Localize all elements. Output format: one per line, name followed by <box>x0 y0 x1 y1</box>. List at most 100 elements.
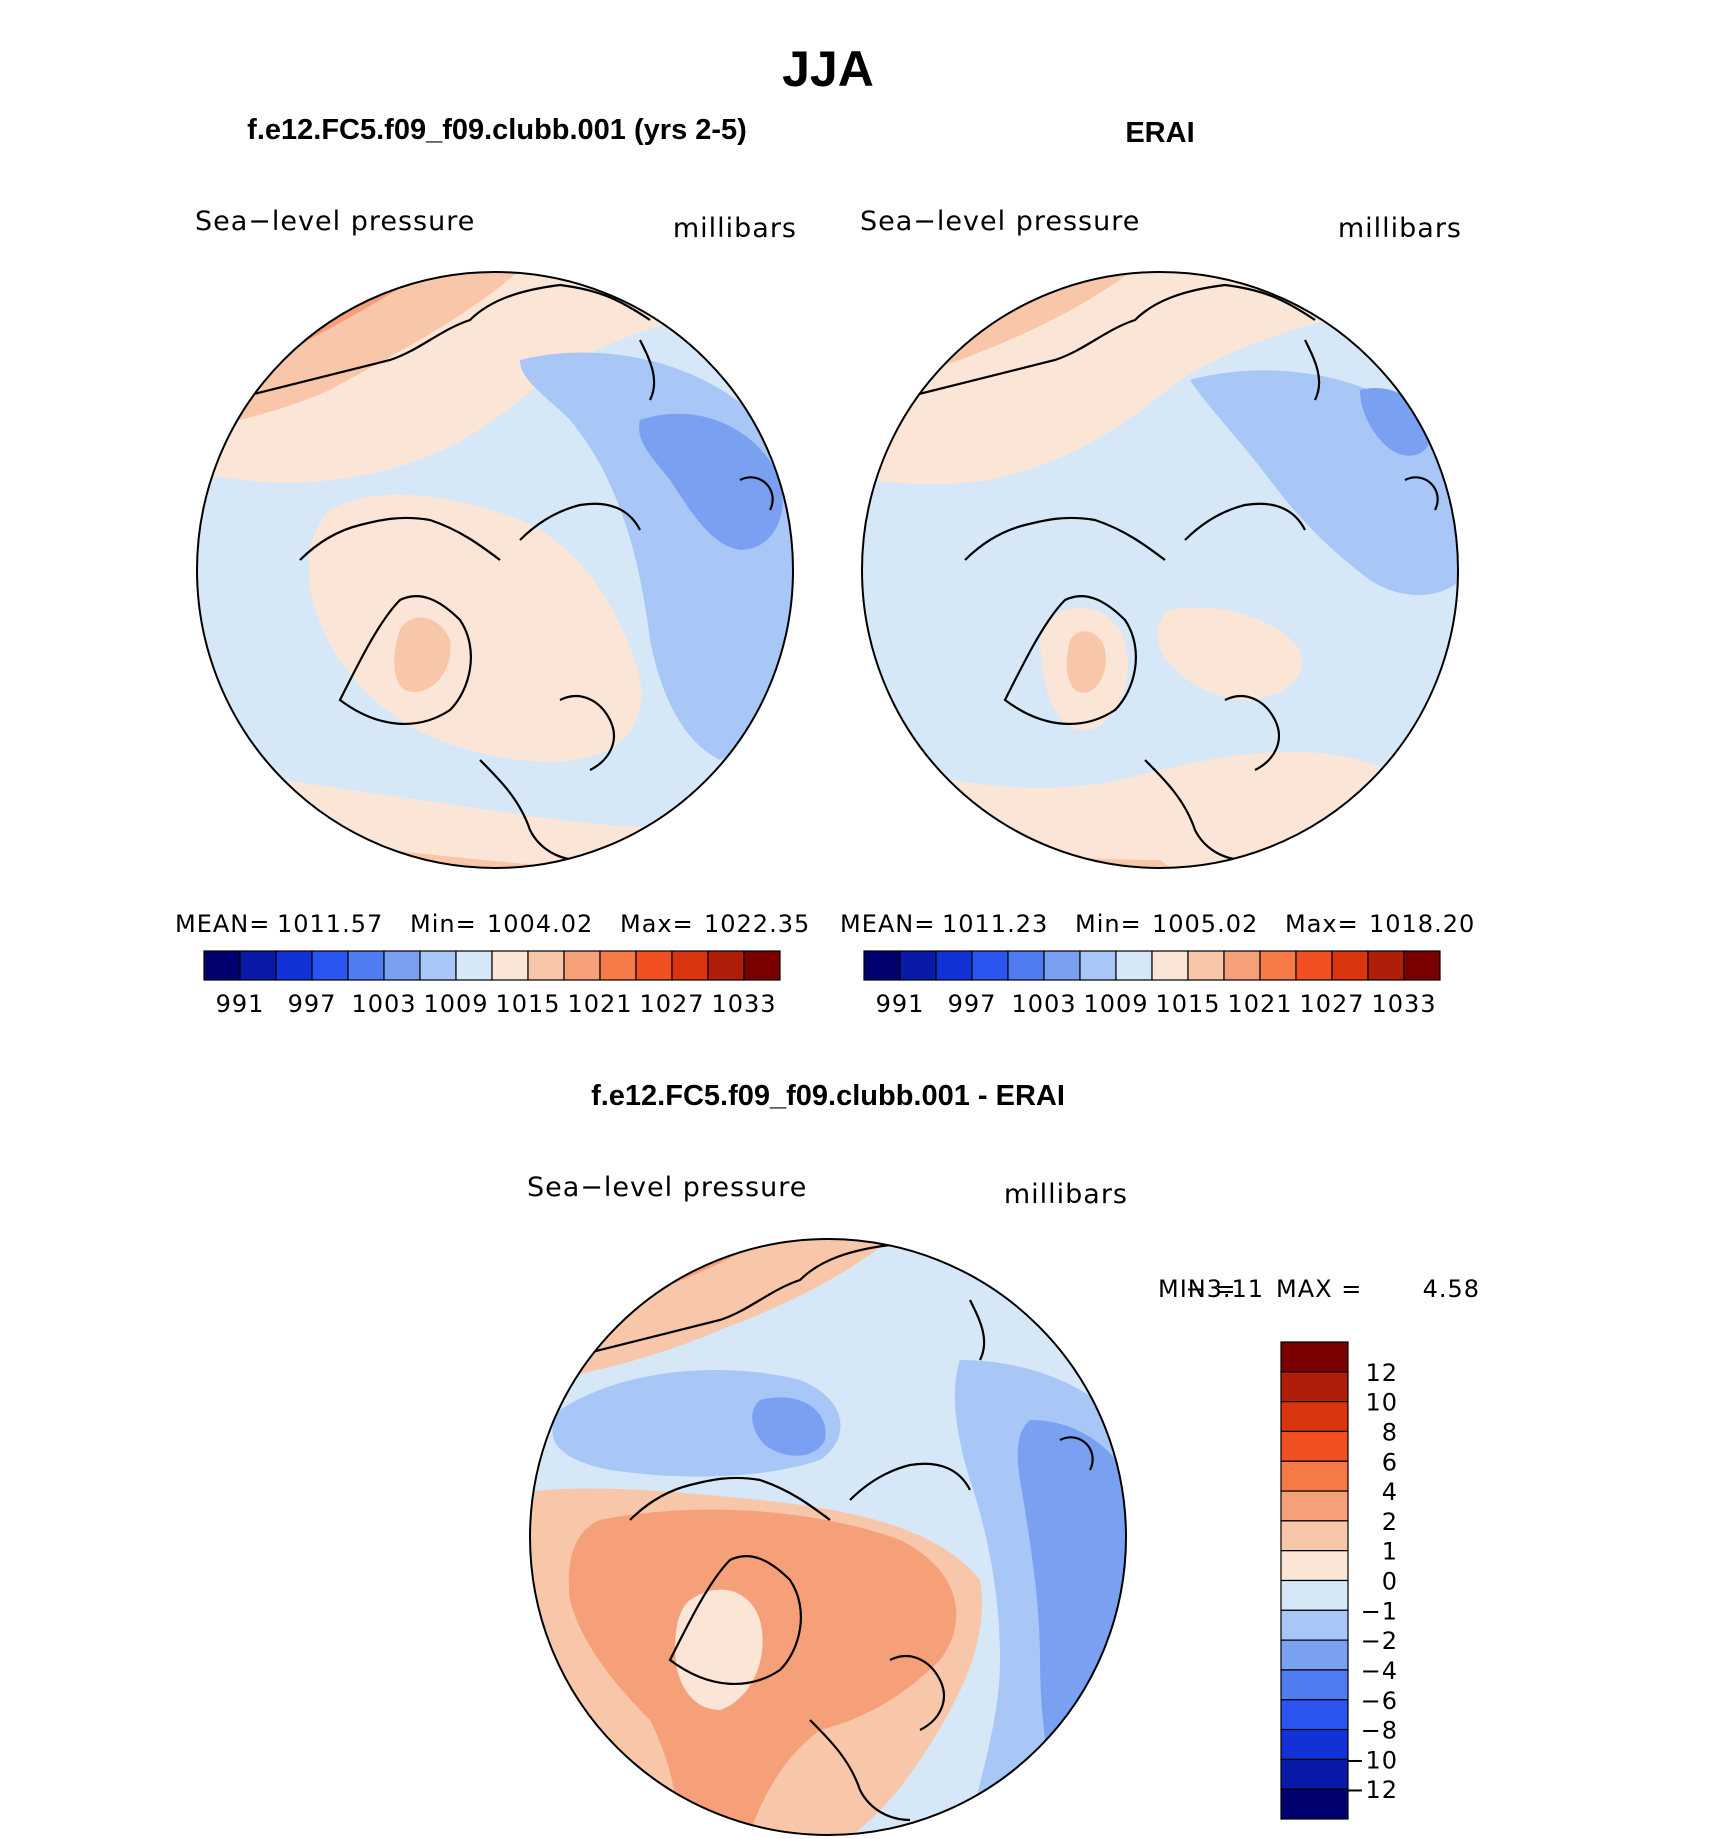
stat-min-value: 1005.02 <box>1152 910 1258 938</box>
panel-model: f.e12.FC5.f09_f09.clubb.001 (yrs 2-5) Se… <box>175 114 810 1018</box>
field-negative-pole <box>552 1370 841 1477</box>
colorbar-swatch <box>1280 1460 1349 1492</box>
colorbar-tick-label: −8 <box>1361 1717 1398 1745</box>
stat-max-label: Max= <box>620 910 694 938</box>
colorbar-swatch <box>419 950 457 981</box>
colorbar-swatch <box>1331 950 1369 981</box>
colorbar-tick-label: 997 <box>948 990 997 1018</box>
colorbar-tick-label: 1009 <box>423 990 488 1018</box>
panel-model-units-label: millibars <box>673 213 797 244</box>
colorbar-swatch <box>1280 1728 1349 1760</box>
stat-max-value: 1018.20 <box>1369 910 1475 938</box>
colorbar-swatch <box>1223 950 1261 981</box>
panel-model-title: f.e12.FC5.f09_f09.clubb.001 (yrs 2-5) <box>247 114 747 146</box>
panel-diff-variable-label: Sea−level pressure <box>527 1172 807 1203</box>
colorbar-tick-label: 8 <box>1382 1418 1398 1446</box>
stat-min-value: 1004.02 <box>487 910 593 938</box>
colorbar-swatch <box>599 950 637 981</box>
colorbar-swatch <box>1079 950 1117 981</box>
map-boundary <box>196 271 794 869</box>
panel-erai-stats: MEAN= 1011.23 Min= 1005.02 Max= 1018.20 <box>840 910 1475 938</box>
colorbar-tick-label: 1 <box>1382 1538 1398 1566</box>
colorbar-tick-label: 12 <box>1365 1359 1398 1387</box>
colorbar-swatch <box>491 950 529 981</box>
colorbar-swatch <box>1280 1550 1349 1582</box>
colorbar-swatch <box>1151 950 1189 981</box>
colorbar-tick-label: 1015 <box>495 990 560 1018</box>
colorbar-tick-label: 1015 <box>1155 990 1220 1018</box>
colorbar-tick-label: 10 <box>1365 1389 1398 1417</box>
colorbar-swatch <box>863 950 901 981</box>
colorbar-swatch <box>1280 1401 1349 1433</box>
colorbar-tick-label: 1021 <box>567 990 632 1018</box>
colorbar-swatch <box>347 950 385 981</box>
colorbar-swatch <box>1280 1758 1349 1790</box>
colorbar-swatch <box>1295 950 1333 981</box>
colorbar-swatch <box>239 950 277 981</box>
field-greenland-high <box>308 494 642 762</box>
stat-mean-label: MEAN= <box>840 910 935 938</box>
field-greenland-high-core <box>394 617 451 692</box>
colorbar-tick-label: 1027 <box>1299 990 1364 1018</box>
colorbar-tick-label: −12 <box>1344 1776 1398 1804</box>
colorbar-swatch <box>1280 1490 1349 1522</box>
field-east-high <box>1158 607 1302 700</box>
colorbar-swatch <box>1367 950 1405 981</box>
colorbar-tick-label: −1 <box>1361 1597 1398 1625</box>
colorbar-swatch <box>1403 950 1441 981</box>
colorbar-tick-label: 1003 <box>351 990 416 1018</box>
colorbar-swatch <box>1280 1520 1349 1552</box>
stat-mean-label: MEAN= <box>175 910 270 938</box>
colorbar-tick-label: 991 <box>876 990 925 1018</box>
panel-diff-title: f.e12.FC5.f09_f09.clubb.001 - ERAI <box>591 1080 1065 1112</box>
colorbar-swatch <box>743 950 781 981</box>
panel-erai-title: ERAI <box>1125 117 1194 149</box>
panel-diff-stats: MIN = −3.11 MAX = 4.58 <box>1158 1275 1479 1303</box>
colorbar-swatch <box>671 950 709 981</box>
colorbar-swatch <box>1187 950 1225 981</box>
stat-min-label: MIN = <box>1158 1275 1236 1303</box>
map-boundary <box>861 271 1459 869</box>
colorbar-tick-label: 991 <box>216 990 265 1018</box>
colorbar-swatch <box>899 950 937 981</box>
stat-min-label: Min= <box>1075 910 1142 938</box>
colorbar-swatch <box>1280 1699 1349 1731</box>
field-south-high <box>197 760 793 868</box>
colorbar-swatch <box>311 950 349 981</box>
colorbar-swatch <box>1280 1609 1349 1641</box>
colorbar-swatch <box>1280 1579 1349 1611</box>
colorbar-tick-label: 0 <box>1382 1568 1398 1596</box>
field-positive-central-core <box>568 1509 957 1835</box>
stat-max-value: 1022.35 <box>704 910 810 938</box>
colorbar-swatch <box>1007 950 1045 981</box>
colorbar-swatch <box>971 950 1009 981</box>
colorbar-tick-label: 1033 <box>1371 990 1436 1018</box>
panel-erai-units-label: millibars <box>1338 213 1462 244</box>
colorbar-swatch <box>1280 1371 1349 1403</box>
colorbar-erai: 991 997 1003 1009 1015 1021 1027 1033 <box>863 950 1441 1018</box>
colorbar-swatch <box>1259 950 1297 981</box>
colorbar-tick-label: 4 <box>1382 1478 1398 1506</box>
colorbar-swatch <box>563 950 601 981</box>
map-boundary <box>529 1238 1127 1836</box>
stat-mean-value: 1011.57 <box>277 910 383 938</box>
colorbar-tick-label: 1027 <box>639 990 704 1018</box>
colorbar-swatch <box>1280 1788 1349 1820</box>
colorbar-tick-label: 1021 <box>1227 990 1292 1018</box>
colorbar-tick-label: 1033 <box>711 990 776 1018</box>
colorbar-tick-label: −2 <box>1361 1627 1398 1655</box>
stat-mean-value: 1011.23 <box>942 910 1048 938</box>
panel-erai-variable-label: Sea−level pressure <box>860 206 1140 237</box>
colorbar-swatch <box>1280 1639 1349 1671</box>
field-south-high <box>862 740 1458 868</box>
colorbar-swatch <box>275 950 313 981</box>
panel-diff: f.e12.FC5.f09_f09.clubb.001 - ERAI Sea−l… <box>527 1080 1479 1836</box>
colorbar-swatch <box>635 950 673 981</box>
field-negative-pole-core <box>752 1397 826 1456</box>
colorbar-swatch <box>1043 950 1081 981</box>
colorbar-swatch <box>1280 1669 1349 1701</box>
colorbar-swatch <box>527 950 565 981</box>
panel-erai-map <box>862 272 1458 868</box>
colorbar-model: 991 997 1003 1009 1015 1021 1027 1033 <box>203 950 781 1018</box>
